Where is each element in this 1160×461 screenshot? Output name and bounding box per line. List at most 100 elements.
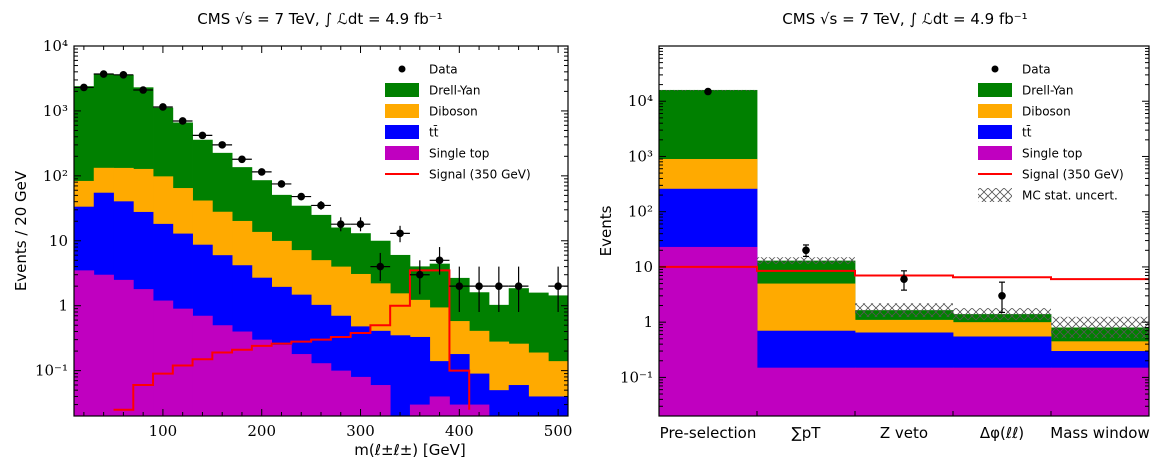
legend-single-top-swatch: [385, 146, 419, 160]
bar-single-top: [350, 376, 371, 416]
x-tick-label: 500: [544, 422, 573, 440]
legend-tt-label: tt̄: [429, 125, 439, 139]
category-label-pt: ∑pT: [792, 424, 822, 442]
data-point: [802, 246, 810, 255]
data-point: [317, 201, 325, 210]
data-point: [80, 83, 88, 92]
data-point: [178, 117, 187, 125]
data-point: [900, 275, 908, 283]
data-point: [336, 220, 345, 228]
legend-tt-swatch: [978, 125, 1012, 139]
y-tick-label: 10: [49, 232, 68, 250]
data-point: [998, 292, 1006, 300]
legend-mc-stat-uncert-swatch: [978, 188, 1012, 202]
bar-single-top: [153, 300, 174, 416]
left-y-axis-label: Events / 20 GeV: [12, 170, 30, 291]
data-point: [139, 86, 147, 94]
legend-mc-stat-uncert-label: MC stat. uncert.: [1022, 189, 1118, 203]
bar-single-top: [953, 367, 1052, 416]
legend-data-label: Data: [1022, 63, 1051, 77]
y-tick-label: 10²: [43, 167, 68, 185]
legend-single-top-label: Single top: [429, 147, 489, 161]
bar-single-top: [113, 279, 134, 416]
data-point: [297, 192, 306, 201]
data-point: [119, 71, 128, 79]
bar-single-top: [271, 344, 292, 416]
bar-single-top: [172, 308, 193, 416]
x-tick-label: 400: [445, 422, 474, 440]
bar-single-top: [93, 274, 114, 416]
y-tick-label: 10⁻¹: [620, 368, 653, 386]
bar-tt: [528, 396, 549, 416]
data-point: [356, 220, 365, 228]
bar-tt: [449, 354, 470, 416]
x-tick-label: 200: [247, 422, 276, 440]
bar-tt: [488, 390, 510, 416]
x-tick-label: 100: [149, 422, 178, 440]
bar-single-top: [330, 370, 352, 416]
category-label-pre-selection: Pre-selection: [660, 424, 757, 442]
right-y-axis-label: Events: [597, 205, 615, 256]
legend-diboson-swatch: [385, 104, 419, 118]
legend-data-marker: [398, 65, 406, 73]
legend-single-top-label: Single top: [1022, 147, 1082, 161]
data-point: [554, 282, 562, 290]
bar-single-top: [757, 367, 856, 416]
data-point: [218, 141, 226, 149]
bar-single-top: [429, 396, 450, 416]
right-axes: 10⁻¹ 1 10 10² 10³ 10⁴ Pre-selection ∑pT Z veto Δφ…: [620, 45, 1150, 442]
data-point: [704, 87, 712, 96]
legend-tt-label: tt̄: [1022, 125, 1032, 139]
left-legend: Data Drell-Yan Diboson tt̄ Single top Signal …: [385, 63, 531, 182]
bar-single-top: [251, 339, 272, 416]
bar-single-top: [133, 289, 154, 416]
bar-single-top: [409, 404, 431, 416]
bar-single-top: [291, 354, 312, 416]
right-chart: CMS √s = 7 TeV, ∫ ℒdt = 4.9 fb⁻¹ 10⁻¹110…: [597, 10, 1150, 442]
legend-drell-yan-swatch: [978, 83, 1012, 97]
category-label-z-veto: Z veto: [880, 424, 928, 442]
bar-tt: [409, 336, 431, 416]
data-point: [475, 282, 483, 290]
y-tick-label: 1: [58, 297, 68, 315]
data-point: [198, 131, 207, 140]
legend-signal-350-gev-label: Signal (350 GeV): [429, 168, 531, 182]
right-legend: Data Drell-Yan Diboson tt̄ Single top Signal …: [978, 63, 1124, 203]
data-point: [257, 168, 266, 176]
left-x-axis-label: m(ℓ±ℓ±) [GeV]: [354, 441, 465, 459]
legend-diboson-label: Diboson: [429, 105, 478, 119]
y-tick-label: 10⁴: [43, 37, 68, 55]
plot-frame: [658, 45, 1150, 417]
mc-stat-uncert-band: [855, 303, 953, 318]
right-plot-area: [659, 87, 1149, 416]
data-point: [455, 282, 464, 290]
data-point: [396, 229, 404, 238]
y-tick-label: 1: [643, 313, 653, 331]
bar-single-top: [659, 246, 758, 416]
left-plot-area: [74, 70, 568, 416]
left-axes: 10⁻¹ 1 10 10² 10³ 10⁴ 100 200 300 400 500: [35, 37, 572, 440]
y-tick-label: 10: [634, 258, 653, 276]
signal-line: [113, 269, 471, 411]
data-point: [495, 282, 503, 290]
legend-drell-yan-swatch: [385, 83, 419, 97]
bar-single-top: [370, 385, 391, 416]
y-tick-label: 10³: [43, 102, 68, 120]
legend-data-marker: [991, 65, 999, 73]
bar-single-top: [212, 325, 233, 416]
data-point: [416, 270, 424, 279]
legend-diboson-label: Diboson: [1022, 105, 1071, 119]
bar-single-top: [232, 331, 253, 416]
left-chart-title: CMS √s = 7 TeV, ∫ ℒdt = 4.9 fb⁻¹: [197, 10, 442, 28]
data-point: [435, 256, 444, 265]
bar-tt: [390, 335, 411, 416]
legend-single-top-swatch: [978, 146, 1012, 160]
data-point: [376, 262, 385, 271]
data-point: [159, 103, 167, 111]
left-chart: CMS √s = 7 TeV, ∫ ℒdt = 4.9 fb⁻¹ 10⁻¹110…: [12, 10, 572, 459]
legend-diboson-swatch: [978, 104, 1012, 118]
bar-single-top: [1051, 367, 1149, 416]
bar-single-top: [469, 404, 490, 416]
data-point: [514, 282, 523, 290]
